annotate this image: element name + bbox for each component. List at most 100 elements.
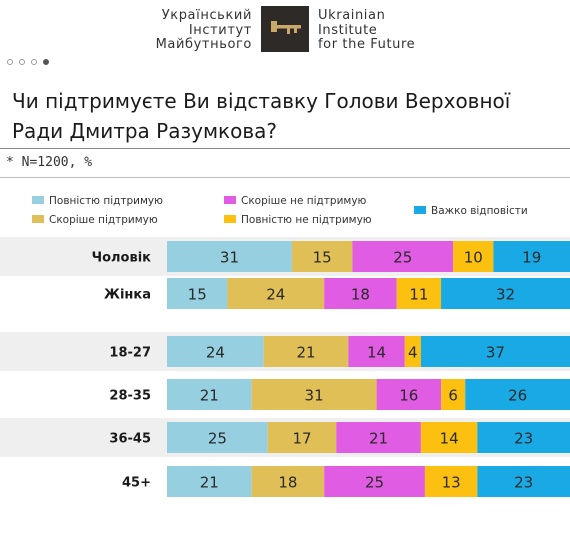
bar-segment xyxy=(167,422,268,453)
bar-segment xyxy=(167,278,228,309)
legend-swatch xyxy=(32,196,44,204)
carousel-indicator xyxy=(7,59,50,69)
bar-segment xyxy=(376,379,442,410)
data-label: 31 xyxy=(305,387,324,405)
legend-item: Повністю не підтримую xyxy=(224,214,372,226)
data-label: 15 xyxy=(313,249,332,267)
bar-segment xyxy=(404,336,421,367)
logo-line: Інститут xyxy=(188,22,252,38)
logo-line: Майбутнього xyxy=(155,37,252,52)
bar-segment xyxy=(477,466,570,497)
bar-segment xyxy=(324,466,425,497)
data-label: 6 xyxy=(448,387,458,405)
data-label: 15 xyxy=(188,286,207,304)
data-label: 16 xyxy=(399,387,418,405)
logo-line: Institute xyxy=(318,22,378,38)
bar-segment xyxy=(420,422,478,453)
category-label: 28-35 xyxy=(109,389,151,404)
data-label: 23 xyxy=(514,430,533,448)
category-label: Чоловік xyxy=(92,251,152,266)
legend-label: Скоріше підтримую xyxy=(49,214,158,226)
bar-segment xyxy=(396,278,442,309)
legend-label: Повністю не підтримую xyxy=(241,214,372,226)
data-label: 17 xyxy=(292,430,311,448)
carousel-dot[interactable] xyxy=(31,59,38,65)
data-label: 18 xyxy=(351,286,370,304)
legend-item: Скоріше не підтримую xyxy=(224,195,366,207)
legend-swatch xyxy=(414,206,426,214)
data-label: 25 xyxy=(208,430,227,448)
data-label: 23 xyxy=(514,474,533,492)
logo-line: Український xyxy=(161,8,252,23)
data-label: 21 xyxy=(296,344,315,362)
header: Український Інститут Майбутнього Ukraini… xyxy=(0,0,570,62)
data-label: 18 xyxy=(278,474,297,492)
category-label: 18-27 xyxy=(109,346,151,361)
bar-segment xyxy=(167,379,252,410)
bar-segment xyxy=(267,422,337,453)
divider xyxy=(0,148,570,149)
data-label: 25 xyxy=(393,249,412,267)
bar-segment xyxy=(251,466,325,497)
data-label: 19 xyxy=(522,249,541,267)
carousel-dot[interactable] xyxy=(7,59,13,65)
logo-text-english: Ukrainian Institute for the Future xyxy=(318,8,416,53)
bar-segment xyxy=(493,241,570,272)
legend-label: Повністю підтримую xyxy=(49,195,163,207)
bar-segment xyxy=(263,336,349,367)
key-icon xyxy=(261,6,309,52)
bar-segment xyxy=(348,336,405,367)
bar-segment xyxy=(424,466,478,497)
category-label: 45+ xyxy=(122,476,151,491)
data-label: 24 xyxy=(266,286,285,304)
legend-item: Важко відповісти xyxy=(414,205,528,217)
bar-segment xyxy=(324,278,397,309)
category-label: 36-45 xyxy=(109,432,151,447)
carousel-dot[interactable] xyxy=(19,59,26,65)
sample-note: * N=1200, % xyxy=(6,155,93,170)
data-label: 21 xyxy=(200,474,219,492)
legend-swatch xyxy=(224,215,236,223)
bar-segment xyxy=(352,241,454,272)
bar-segment xyxy=(441,379,466,410)
bar-segment xyxy=(453,241,494,272)
data-label: 32 xyxy=(496,286,515,304)
bar-segment xyxy=(465,379,570,410)
legend-swatch xyxy=(224,196,236,204)
category-label: Жінка xyxy=(104,288,151,303)
bar-segment xyxy=(167,466,252,497)
data-label: 13 xyxy=(442,474,461,492)
chart-title: Чи підтримуєте Ви відставку Голови Верхо… xyxy=(12,89,511,143)
divider xyxy=(0,177,570,178)
logo-line: Ukrainian xyxy=(318,8,386,23)
data-label: 11 xyxy=(409,286,428,304)
bar-segment xyxy=(251,379,377,410)
data-label: 24 xyxy=(206,344,225,362)
data-label: 4 xyxy=(408,344,418,362)
carousel-dot-active[interactable] xyxy=(43,59,50,65)
bar-segment xyxy=(227,278,325,309)
bar-segment xyxy=(291,241,353,272)
legend-label: Важко відповісти xyxy=(431,205,528,217)
data-label: 14 xyxy=(440,430,459,448)
legend-item: Повністю підтримую xyxy=(32,195,163,207)
data-label: 21 xyxy=(200,387,219,405)
data-label: 14 xyxy=(367,344,386,362)
bar-segment xyxy=(441,278,570,309)
bar-segment xyxy=(477,422,570,453)
logo-text-ukrainian: Український Інститут Майбутнього xyxy=(155,8,252,53)
data-label: 37 xyxy=(486,344,505,362)
legend-item: Скоріше підтримую xyxy=(32,214,158,226)
logo-line: for the Future xyxy=(318,37,416,52)
bar-segment xyxy=(420,336,570,367)
bar-segment xyxy=(167,336,264,367)
data-label: 21 xyxy=(369,430,388,448)
data-label: 10 xyxy=(464,249,483,267)
bar-segment xyxy=(167,241,292,272)
data-label: 25 xyxy=(365,474,384,492)
data-label: 26 xyxy=(508,387,527,405)
legend-swatch xyxy=(32,215,44,223)
legend-label: Скоріше не підтримую xyxy=(241,195,367,207)
data-label: 31 xyxy=(220,249,239,267)
